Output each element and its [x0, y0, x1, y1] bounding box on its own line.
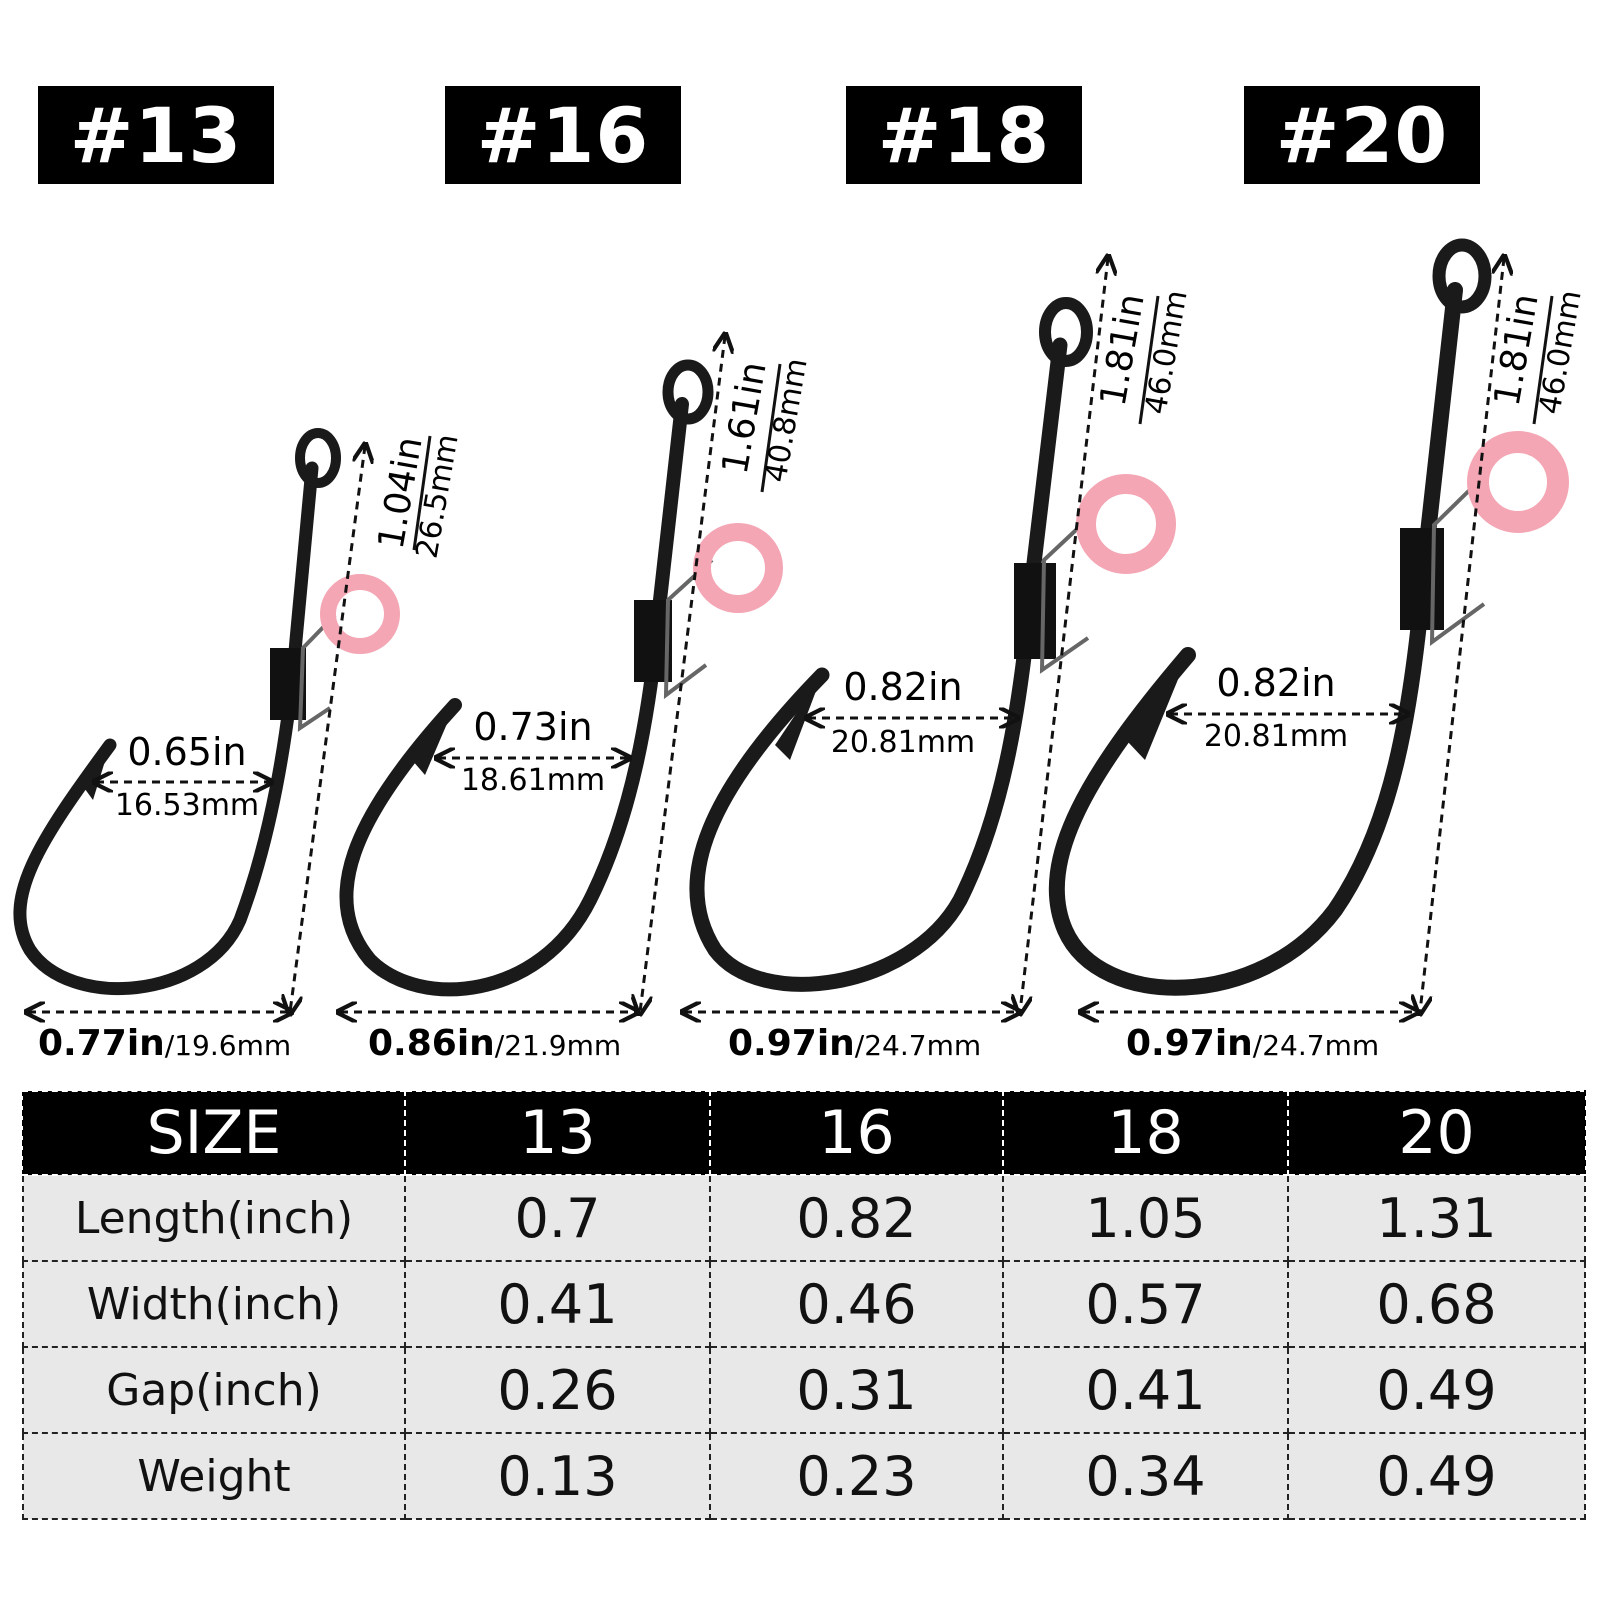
length-18: 1.05 — [1002, 1174, 1289, 1262]
hook-13-body — [13, 461, 319, 996]
hook-18-length-divider — [1138, 295, 1160, 425]
hook-13-width-mm: /19.6mm — [165, 1029, 291, 1062]
hook-18-width-in: 0.97in — [728, 1023, 855, 1064]
hook-16-gap-in: 0.73in — [473, 705, 592, 749]
hook-18-gap-in: 0.82in — [843, 665, 962, 709]
row-label-length: Length(inch) — [22, 1174, 406, 1262]
hook-13-width-in: 0.77in — [38, 1023, 165, 1064]
hook-20-sleeve — [1400, 528, 1444, 630]
width-20: 0.68 — [1287, 1260, 1586, 1348]
table-row-length: Length(inch) 0.7 0.82 1.05 1.31 — [22, 1174, 1586, 1262]
hook-18-body — [689, 337, 1068, 992]
hook-18-width-label: 0.97in/24.7mm — [728, 1023, 981, 1064]
hook-20-body — [1048, 282, 1463, 996]
hook-16-width-mm: /21.9mm — [495, 1029, 621, 1062]
hook-16-length-divider — [760, 363, 782, 493]
hook-20-length-arrow — [1420, 258, 1504, 1012]
hook-20-length-divider — [1532, 295, 1554, 425]
hook-20: 0.82in 20.81mm 1.81in 46.0mm 0.97in/24.7… — [1048, 238, 1589, 1064]
hook-18: 0.82in 20.81mm 1.81in 46.0mm 0.97in/24.7… — [684, 258, 1195, 1064]
hook-13-length-arrow — [290, 446, 365, 1012]
length-13: 0.7 — [404, 1174, 711, 1262]
hook-13-length-divider — [412, 435, 432, 551]
row-label-weight: Weight — [22, 1432, 406, 1520]
hook-18-barb — [775, 675, 822, 760]
size-badge-13: #13 — [38, 86, 274, 184]
spec-table-body: Length(inch) 0.7 0.82 1.05 1.31 Width(in… — [22, 1174, 1586, 1520]
header-size: SIZE — [22, 1090, 406, 1176]
width-18: 0.57 — [1002, 1260, 1289, 1348]
hook-13-gap-in: 0.65in — [127, 730, 246, 774]
header-row: SIZE 13 16 18 20 — [22, 1090, 1586, 1176]
hook-16-width-label: 0.86in/21.9mm — [368, 1023, 621, 1064]
table-row-width: Width(inch) 0.41 0.46 0.57 0.68 — [22, 1260, 1586, 1348]
hook-20-ring — [1467, 431, 1569, 533]
hook-20-gap-mm: 20.81mm — [1204, 719, 1348, 754]
hook-18-sleeve — [1014, 563, 1056, 659]
width-16: 0.46 — [709, 1260, 1004, 1348]
hook-20-gap-in: 0.82in — [1216, 661, 1335, 705]
hook-16-length-arrow — [640, 336, 725, 1012]
table-row-weight: Weight 0.13 0.23 0.34 0.49 — [22, 1432, 1586, 1520]
row-label-gap: Gap(inch) — [22, 1346, 406, 1434]
gap-16: 0.31 — [709, 1346, 1004, 1434]
hook-13-width-label: 0.77in/19.6mm — [38, 1023, 291, 1064]
header-16: 16 — [709, 1090, 1004, 1176]
size-badge-16: #16 — [445, 86, 681, 184]
weight-20: 0.49 — [1287, 1432, 1586, 1520]
hook-13-ring — [320, 574, 400, 654]
hook-13: 0.65in 16.53mm 1.04in 26.5mm 0.77in/19.6… — [13, 428, 466, 1064]
width-13: 0.41 — [404, 1260, 711, 1348]
spec-table: SIZE 13 16 18 20 Length(inch) 0.7 0.82 1… — [22, 1090, 1586, 1520]
hook-16-width-in: 0.86in — [368, 1023, 495, 1064]
size-badge-18: #18 — [846, 86, 1082, 184]
length-20: 1.31 — [1287, 1174, 1586, 1262]
hook-13-gap-mm: 16.53mm — [115, 788, 259, 823]
weight-18: 0.34 — [1002, 1432, 1289, 1520]
gap-20: 0.49 — [1287, 1346, 1586, 1434]
weight-13: 0.13 — [404, 1432, 711, 1520]
hook-13-eye — [295, 428, 341, 488]
length-16: 0.82 — [709, 1174, 1004, 1262]
hook-20-barb — [1128, 655, 1188, 760]
table-row-gap: Gap(inch) 0.26 0.31 0.41 0.49 — [22, 1346, 1586, 1434]
spec-table-header: SIZE 13 16 18 20 — [22, 1090, 1586, 1176]
hook-20-width-in: 0.97in — [1126, 1023, 1253, 1064]
hook-16-gap-mm: 18.61mm — [461, 763, 605, 798]
hook-16-barb — [412, 705, 455, 775]
hook-18-width-mm: /24.7mm — [855, 1029, 981, 1062]
hook-20-width-mm: /24.7mm — [1253, 1029, 1379, 1062]
header-20: 20 — [1287, 1090, 1586, 1176]
hook-illustrations: 0.65in 16.53mm 1.04in 26.5mm 0.77in/19.6… — [13, 238, 1589, 1064]
size-badge-20: #20 — [1244, 86, 1480, 184]
hook-16-ring — [693, 523, 783, 613]
weight-16: 0.23 — [709, 1432, 1004, 1520]
gap-18: 0.41 — [1002, 1346, 1289, 1434]
header-18: 18 — [1002, 1090, 1289, 1176]
hook-18-ring — [1076, 474, 1176, 574]
hook-20-width-label: 0.97in/24.7mm — [1126, 1023, 1379, 1064]
hook-18-length-arrow — [1020, 258, 1108, 1012]
hook-18-gap-mm: 20.81mm — [831, 725, 975, 760]
gap-13: 0.26 — [404, 1346, 711, 1434]
header-13: 13 — [404, 1090, 711, 1176]
row-label-width: Width(inch) — [22, 1260, 406, 1348]
